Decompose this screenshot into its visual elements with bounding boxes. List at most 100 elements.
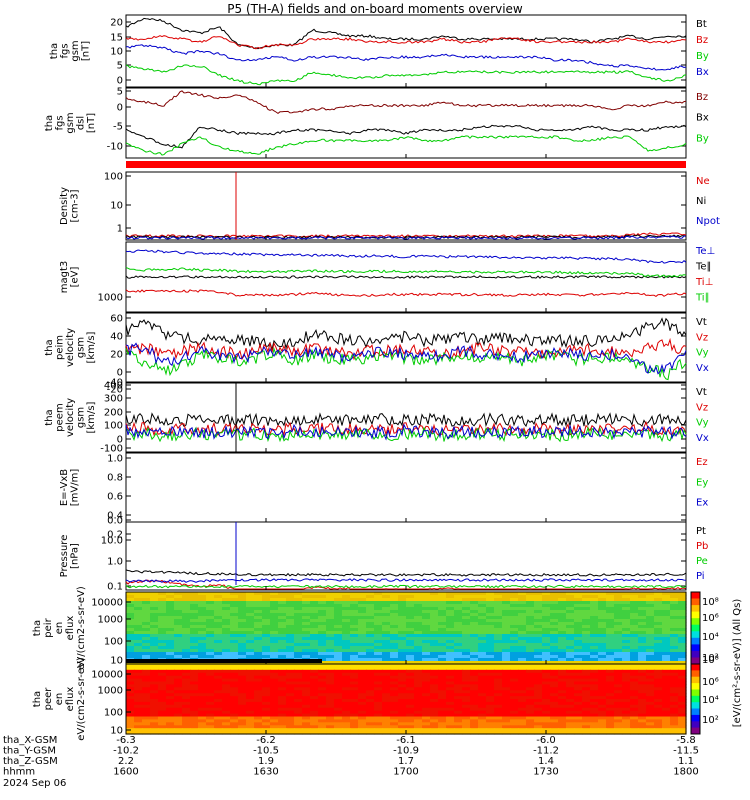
spectro-cell — [590, 601, 599, 605]
spectro-cell — [214, 728, 223, 732]
spectro-cell — [510, 604, 519, 608]
spectro-cell — [558, 631, 567, 635]
spectro-cell — [310, 604, 319, 608]
spectro-cell — [558, 690, 567, 694]
spectro-cell — [678, 631, 687, 635]
spectro-cell — [302, 595, 311, 599]
spectro-cell — [302, 701, 311, 706]
spectro-cell — [646, 722, 655, 726]
colorbar-segment — [691, 605, 700, 613]
spectro-cell — [326, 707, 335, 712]
spectro-cell — [558, 696, 567, 700]
spectro-cell — [302, 716, 311, 720]
spectro-cell — [582, 701, 591, 706]
spectro-cell — [150, 699, 159, 703]
spectro-cell — [198, 669, 207, 674]
spectro-cell — [582, 681, 591, 685]
spectro-cell — [638, 634, 647, 638]
spectro-cell — [614, 707, 623, 712]
spectro-cell — [462, 625, 471, 629]
spectro-cell — [158, 613, 167, 617]
spectro-cell — [342, 655, 351, 659]
spectro-cell — [574, 666, 583, 671]
spectro-cell — [302, 601, 311, 605]
spectro-cell — [326, 699, 335, 703]
spectro-cell — [342, 625, 351, 629]
spectro-cell — [254, 625, 263, 629]
spectro-cell — [494, 693, 503, 697]
spectro-cell — [510, 658, 519, 662]
spectro-cell — [630, 655, 639, 659]
spectro-cell — [366, 649, 375, 653]
spectro-cell — [278, 607, 287, 611]
spectro-cell — [310, 625, 319, 629]
spectro-cell — [134, 592, 143, 596]
spectro-cell — [262, 681, 271, 685]
spectro-cell — [678, 731, 687, 735]
spectro-cell — [518, 658, 527, 662]
spectro-cell — [590, 693, 599, 697]
spectro-cell — [398, 731, 407, 735]
spectro-cell — [142, 707, 151, 712]
spectro-cell — [430, 675, 439, 680]
spectro-cell — [206, 625, 215, 629]
spectro-cell — [198, 655, 207, 659]
spectro-cell — [478, 661, 487, 665]
spectro-cell — [470, 687, 479, 691]
spectro-cell — [382, 646, 391, 650]
spectro-cell — [582, 719, 591, 723]
spectro-cell — [598, 649, 607, 653]
spectro-cell — [198, 649, 207, 653]
spectro-cell — [374, 728, 383, 732]
spectro-cell — [294, 646, 303, 650]
spectro-cell — [350, 693, 359, 697]
spectro-cell — [358, 693, 367, 697]
spectro-cell — [286, 628, 295, 632]
spectro-cell — [238, 598, 247, 602]
spectro-cell — [654, 658, 663, 662]
spectro-cell — [406, 699, 415, 703]
spectro-cell — [502, 701, 511, 706]
spectro-cell — [422, 610, 431, 614]
spectro-cell — [150, 616, 159, 620]
spectro-cell — [422, 598, 431, 602]
spectro-cell — [550, 669, 559, 674]
spectro-cell — [326, 628, 335, 632]
spectro-cell — [582, 725, 591, 729]
spectro-cell — [174, 664, 183, 668]
spectro-cell — [422, 655, 431, 659]
spectro-cell — [486, 675, 495, 680]
spectro-cell — [574, 643, 583, 647]
spectro-cell — [126, 731, 135, 735]
spectro-cell — [454, 631, 463, 635]
spectro-cell — [630, 701, 639, 706]
spectro-cell — [662, 592, 671, 596]
spectro-cell — [294, 728, 303, 732]
spectro-cell — [590, 604, 599, 608]
spectro-cell — [198, 678, 207, 683]
spectro-cell — [454, 655, 463, 659]
spectro-cell — [382, 690, 391, 694]
spectro-cell — [462, 707, 471, 712]
spectro-cell — [270, 604, 279, 608]
spectro-cell — [574, 634, 583, 638]
spectro-cell — [678, 610, 687, 614]
spectro-cell — [406, 704, 415, 709]
spectro-cell — [470, 713, 479, 718]
spectro-cell — [470, 604, 479, 608]
spectro-cell — [534, 719, 543, 723]
spectro-cell — [158, 699, 167, 703]
spectro-cell — [254, 613, 263, 617]
spectro-cell — [566, 607, 575, 611]
spectro-cell — [422, 722, 431, 726]
spectro-cell — [326, 598, 335, 602]
spectro-cell — [158, 669, 167, 674]
spectro-cell — [254, 652, 263, 656]
footer-value: 1730 — [533, 767, 558, 778]
spectro-cell — [630, 725, 639, 729]
spectro-cell — [134, 625, 143, 629]
spectro-cell — [550, 634, 559, 638]
spectro-cell — [622, 719, 631, 723]
spectro-cell — [598, 678, 607, 683]
spectro-cell — [158, 643, 167, 647]
